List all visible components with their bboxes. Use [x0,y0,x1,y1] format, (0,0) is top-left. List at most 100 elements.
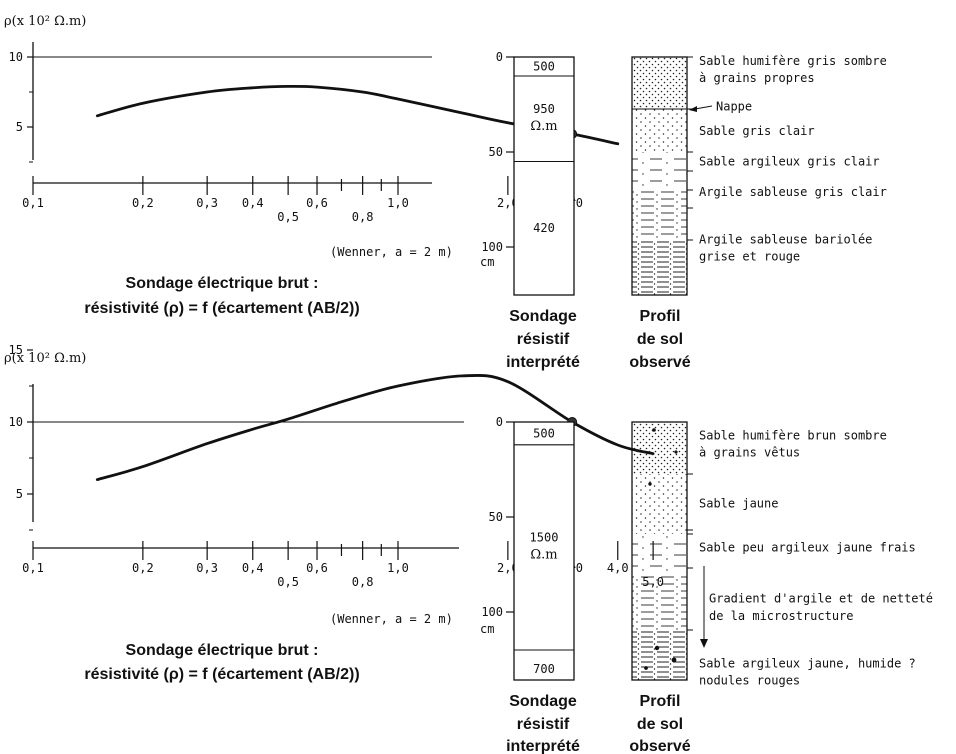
layer-unit: Ω.m [530,119,557,134]
x-tick-label: 0,8 [352,575,374,589]
x-tick-label: 0,4 [242,561,264,575]
profile-1-layer-humic-sand [632,57,687,109]
resistif-column-1-depth-axis: 0 50 100 [481,50,514,254]
profile-note: Argile sableuse bariolée [699,232,872,246]
svg-text:Profil: Profil [640,308,681,325]
resistif-column-2-caption: Sondage résistif interprété [506,693,580,754]
profile-1-layer-clayey-sand [632,152,687,190]
x-tick-label: 0,3 [196,196,218,210]
x-tick-label: 0,1 [22,561,44,575]
resistif-column-1-depth-unit: cm [480,255,494,269]
depth-tick-label: 100 [481,605,503,619]
profile-note: Sable humifère gris sombre [699,54,887,68]
x-tick-label: 0,6 [306,196,328,210]
y-tick-label: 5 [16,487,23,501]
layer-resistivity: 700 [533,662,555,676]
profile-1-box [631,56,688,296]
profile-note: Sable jaune [699,497,778,511]
depth-tick-label: 100 [481,240,503,254]
layer-resistivity: 950 [533,102,555,116]
graph-2-y-ticks: 15 10 5 [9,343,33,531]
depth-tick-label: 50 [489,510,503,524]
profile-note: à grains propres [699,71,815,85]
x-tick-label: 2,0 [497,561,519,575]
profile-note: Sable humifère brun sombre [699,428,887,442]
profile-2-red-nodules [644,428,678,670]
profile-2-box [631,421,688,681]
profile-note: Sable peu argileux jaune frais [699,540,916,554]
svg-text:interprété: interprété [506,354,580,371]
profile-1-nappe-arrowhead [689,106,697,112]
x-tick-label: 0,2 [132,196,154,210]
resistif-column-1-box [513,56,575,296]
svg-text:de sol: de sol [637,331,683,348]
profile-2-layer-humic-brown-sand [632,422,687,474]
profile-note: Sable argileux jaune, humide ? [699,656,916,670]
profile-note: de la microstructure [709,609,854,623]
profile-note: à grains vêtus [699,445,800,459]
x-tick-label: 4,0 [607,561,629,575]
layer-unit: Ω.m [530,547,557,562]
profile-note: Nappe [716,99,752,113]
x-tick-label: 0,4 [242,196,264,210]
soundings-1: 0 50 100 cm 500 950 Ω.m 420 Sondage résistif … [480,50,887,371]
profile-1-layer-sandy-clay [632,190,687,240]
y-tick-label: 10 [9,50,23,64]
profile-note: grise et rouge [699,250,800,264]
depth-tick-label: 0 [496,50,503,64]
graph-1-caption-line1: Sondage électrique brut : [126,275,319,292]
graph-2-caption-line2: résistivité (ρ) = f (écartement (AB/2)) [84,666,359,683]
profile-note: Argile sableuse gris clair [699,185,887,199]
profile-2-notes: Sable humifère brun sombre à grains vêtus… [687,428,933,687]
svg-text:résistif: résistif [517,716,570,733]
graph-1-wenner-label: (Wenner, a = 2 m) [330,245,453,259]
resistif-column-2-depth-axis: 0 50 100 [481,415,514,619]
x-tick-label: 0,3 [196,561,218,575]
x-tick-label: 0,1 [22,196,44,210]
x-tick-label: 0,2 [132,561,154,575]
svg-text:résistif: résistif [517,331,570,348]
graph-1-y-ticks: 10 5 [9,50,33,163]
resistif-column-1-layers: 500 950 Ω.m 420 [514,60,574,235]
profile-1-caption: Profil de sol observé [629,308,690,371]
svg-text:Sondage: Sondage [509,308,577,325]
profile-2-gradient-arrowhead [700,639,708,648]
resistif-column-1-caption: Sondage résistif interprété [506,308,580,371]
graph-1-caption-line2: résistivité (ρ) = f (écartement (AB/2)) [84,300,359,317]
profile-2-layer-yellow-sand [632,474,687,534]
layer-resistivity: 420 [533,221,555,235]
profile-1-notes: Sable humifère gris sombre à grains propr… [687,54,887,264]
layer-resistivity: 500 [533,426,555,440]
layer-resistivity: 1500 [530,530,559,544]
svg-text:Profil: Profil [640,693,681,710]
x-tick-label: 1,0 [387,196,409,210]
resistif-column-2-layers: 500 1500 Ω.m 700 [514,426,574,676]
profile-1-layer-light-grey-sand [632,109,687,152]
profile-note: Gradient d'argile et de netteté [709,592,933,606]
resistif-column-2-depth-unit: cm [480,622,494,636]
x-tick-label: 0,6 [306,561,328,575]
svg-text:Sondage: Sondage [509,693,577,710]
layer-resistivity: 500 [533,60,555,74]
graph-2-wenner-label: (Wenner, a = 2 m) [330,612,453,626]
graph-1-y-axis-label: ρ(x 10² Ω.m) [4,14,86,29]
profile-1-nappe-arrow [694,105,713,110]
graph-2-y-axis-label: ρ(x 10² Ω.m) [4,351,86,366]
depth-tick-label: 0 [496,415,503,429]
profile-2-layer-clay-gradient [632,574,687,630]
y-tick-label: 5 [16,120,23,134]
profile-note: nodules rouges [699,673,800,687]
x-tick-label: 0,5 [277,210,299,224]
profile-2-layer-clayey-yellow-sand [632,630,687,680]
y-tick-label: 10 [9,415,23,429]
soil-profile-1 [631,56,688,296]
resistif-column-2-box [513,421,575,681]
profile-note: Sable argileux gris clair [699,155,880,169]
x-tick-label: 2,0 [497,196,519,210]
profile-2-layer-slightly-clayey-sand [632,534,687,574]
svg-text:observé: observé [629,738,690,754]
x-tick-label: 0,5 [277,575,299,589]
profile-note: Sable gris clair [699,124,815,138]
y-tick-label: 15 [9,343,23,357]
